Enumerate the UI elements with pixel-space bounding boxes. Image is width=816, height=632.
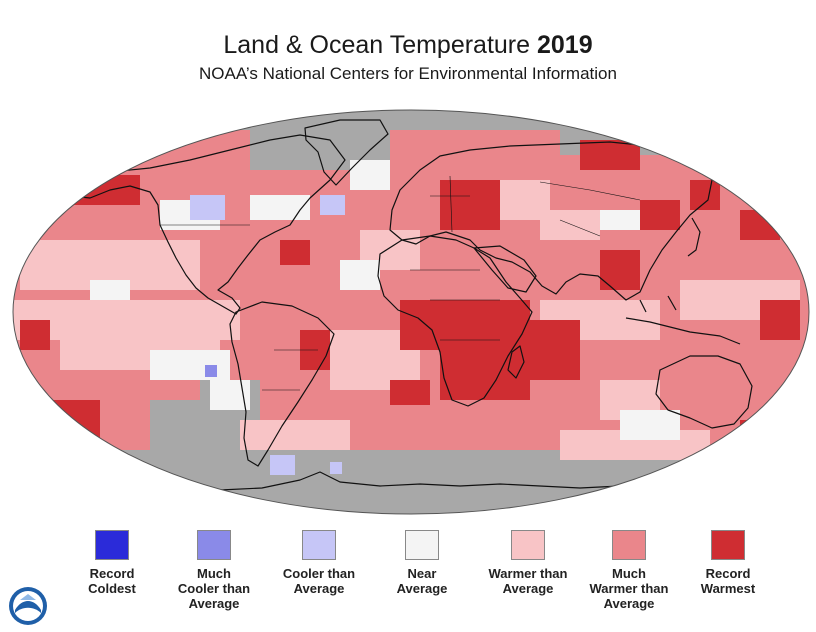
anomaly-cell <box>13 450 809 514</box>
japan <box>687 217 701 257</box>
anomaly-cell <box>690 180 720 210</box>
anomaly-cell <box>150 350 230 380</box>
legend-label: Much Warmer than Average <box>589 566 669 611</box>
greenland <box>304 119 389 186</box>
north-america <box>69 134 346 315</box>
legend-item-much-warmer: Much Warmer than Average <box>577 530 681 611</box>
map-content <box>13 110 809 514</box>
legend-swatch <box>197 530 231 560</box>
legend-item-warmer: Warmer than Average <box>476 530 580 596</box>
map-outline <box>12 109 810 515</box>
eurasia <box>389 141 713 301</box>
anomaly-cell <box>440 180 500 230</box>
legend-item-cooler: Cooler than Average <box>267 530 371 596</box>
anomaly-cell <box>600 210 640 230</box>
legend-item-near-average: Near Average <box>370 530 474 596</box>
anomaly-cell <box>540 210 600 240</box>
legend-item-record-warmest: Record Warmest <box>676 530 780 596</box>
legend-label: Record Warmest <box>700 566 756 596</box>
legend-swatch <box>405 530 439 560</box>
africa <box>377 235 533 407</box>
anomaly-cell <box>350 160 390 190</box>
legend-swatch <box>95 530 129 560</box>
anomaly-cell <box>320 195 345 215</box>
legend-item-much-cooler: Much Cooler than Average <box>162 530 266 611</box>
anomaly-cell <box>440 350 530 400</box>
title-year: 2019 <box>537 31 593 59</box>
legend-label: Much Cooler than Average <box>177 566 251 611</box>
legend-swatch <box>511 530 545 560</box>
anomaly-cell <box>740 420 800 460</box>
australia <box>655 355 753 429</box>
anomaly-cell <box>210 380 250 410</box>
anomaly-cell <box>520 320 580 380</box>
anomaly-cell <box>600 250 640 290</box>
anomaly-cell <box>190 195 225 220</box>
anomaly-cell <box>580 140 640 170</box>
anomaly-cell <box>760 300 800 340</box>
legend-label: Near Average <box>396 566 448 596</box>
anomaly-cell <box>270 455 295 475</box>
arabia <box>473 245 537 293</box>
page-title: Land & Ocean Temperature 2019 <box>0 30 816 60</box>
legend-swatch <box>612 530 646 560</box>
maritime-islands <box>625 295 741 345</box>
land-areas <box>69 119 753 501</box>
anomaly-cell <box>13 300 240 340</box>
header: Land & Ocean Temperature 2019 NOAA’s Nat… <box>0 30 816 84</box>
title-text: Land & Ocean Temperature <box>223 31 531 59</box>
legend: Record Coldest Much Cooler than Average … <box>60 530 780 620</box>
legend-item-record-coldest: Record Coldest <box>60 530 164 596</box>
legend-swatch <box>302 530 336 560</box>
legend-label: Warmer than Average <box>488 566 568 596</box>
south-america <box>229 301 335 467</box>
anomaly-cell <box>20 320 50 350</box>
legend-swatch <box>711 530 745 560</box>
anomaly-cell <box>390 380 430 405</box>
anomaly-cell <box>60 175 140 205</box>
anomaly-cell <box>620 410 680 440</box>
country-borders <box>160 175 641 391</box>
anomaly-cell <box>205 365 217 377</box>
anomaly-cell <box>640 200 680 230</box>
anomaly-cell <box>80 110 740 130</box>
anomaly-cell <box>250 195 310 220</box>
anomaly-cell <box>90 280 130 300</box>
noaa-logo-icon <box>9 587 47 625</box>
anomaly-cell <box>340 260 380 290</box>
madagascar <box>507 345 525 379</box>
legend-label: Record Coldest <box>88 566 136 596</box>
anomaly-cell <box>280 240 310 265</box>
legend-label: Cooler than Average <box>282 566 356 596</box>
anomaly-cell <box>400 300 530 350</box>
page-subtitle: NOAA’s National Centers for Environmenta… <box>199 64 617 83</box>
anomaly-cell <box>240 420 350 450</box>
anomaly-cell <box>40 400 100 440</box>
anomaly-cell <box>330 462 342 474</box>
